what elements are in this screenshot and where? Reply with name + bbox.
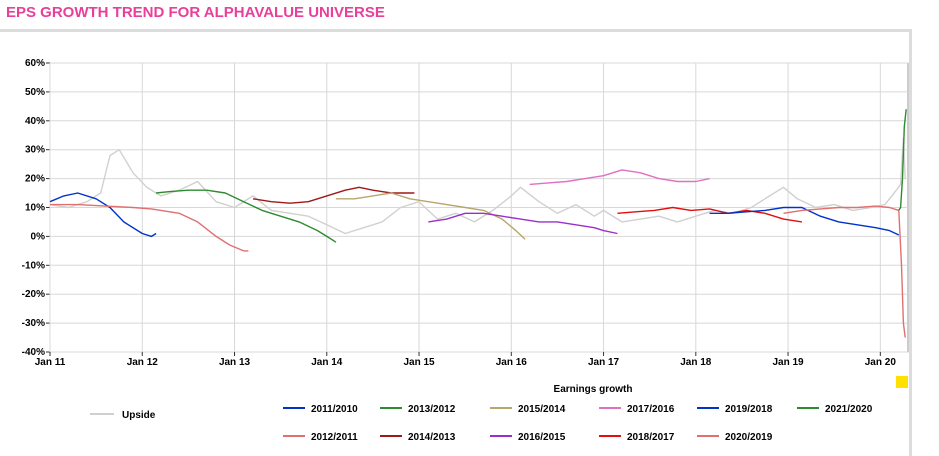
- series-line-2013-2012: [156, 189, 337, 243]
- x-tick-label: Jan 20: [865, 357, 897, 368]
- y-tick-label: -10%: [22, 260, 45, 271]
- series-line-2021-2020: [898, 109, 907, 211]
- y-tick-label: 30%: [25, 145, 45, 156]
- y-tick-label: -20%: [22, 289, 45, 300]
- legend-label: 2021/2020: [825, 404, 873, 415]
- legend-label: 2012/2011: [311, 432, 358, 443]
- legend-label: 2015/2014: [518, 404, 566, 415]
- legend-label: 2018/2017: [627, 432, 675, 443]
- y-tick-label: 50%: [25, 87, 45, 98]
- x-tick-label: Jan 11: [35, 357, 66, 368]
- x-tick-label: Jan 17: [588, 357, 620, 368]
- chart-panel: [0, 29, 912, 456]
- legend-label: 2020/2019: [725, 432, 773, 443]
- series-line-2019-2018: [709, 206, 900, 236]
- legend-label: 2014/2013: [408, 432, 456, 443]
- legend-label: 2013/2012: [408, 404, 456, 415]
- series-line-2018-2017: [617, 206, 803, 223]
- y-tick-label: -30%: [22, 318, 45, 329]
- legend-label: Upside: [122, 410, 156, 421]
- y-tick-label: -40%: [22, 347, 45, 358]
- series-line-2015-2014: [336, 192, 526, 240]
- legend-label: 2011/2010: [311, 404, 358, 415]
- series-line-2014-2013: [252, 186, 415, 204]
- x-tick-label: Jan 14: [311, 357, 343, 368]
- yellow-marker: [896, 376, 908, 388]
- x-tick-label: Jan 16: [496, 357, 528, 368]
- legend-label: 2016/2015: [518, 432, 566, 443]
- legend-label: 2019/2018: [725, 404, 773, 415]
- chart-title: EPS GROWTH TREND FOR ALPHAVALUE UNIVERSE: [6, 4, 385, 21]
- series-line-2020-2019: [783, 205, 906, 338]
- series-line-2017-2016: [529, 169, 710, 186]
- series-line-2011-2010: [49, 192, 157, 238]
- y-tick-label: 10%: [25, 203, 45, 214]
- x-tick-label: Jan 18: [680, 357, 712, 368]
- y-tick-label: 60%: [25, 58, 45, 69]
- series-line-2016-2015: [428, 212, 618, 235]
- y-tick-label: 40%: [25, 116, 45, 127]
- x-axis-label: Earnings growth: [554, 384, 633, 395]
- x-tick-label: Jan 12: [127, 357, 159, 368]
- legend-label: 2017/2016: [627, 404, 675, 415]
- series-line-2012-2011: [50, 203, 249, 252]
- x-tick-label: Jan 15: [403, 357, 435, 368]
- series-line-Upside: [49, 137, 906, 235]
- y-tick-label: 20%: [25, 174, 45, 185]
- x-tick-label: Jan 19: [772, 357, 804, 368]
- y-tick-label: 0%: [31, 231, 46, 242]
- x-tick-label: Jan 13: [219, 357, 251, 368]
